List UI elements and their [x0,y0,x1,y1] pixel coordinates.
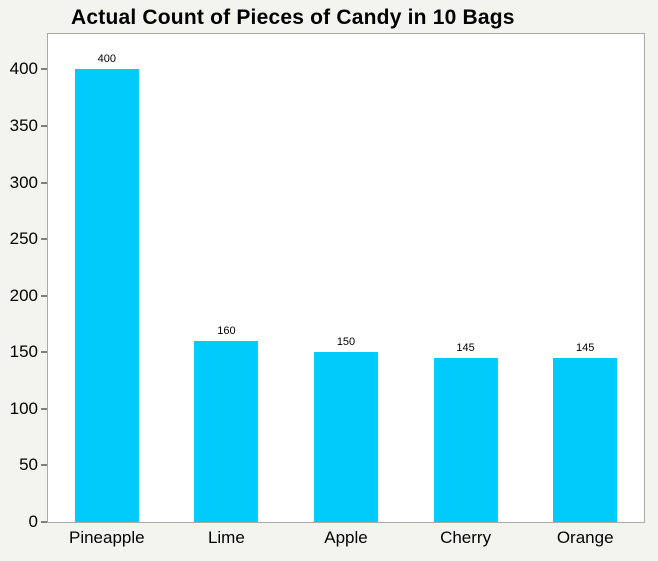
y-tick-label: 0 [28,512,38,531]
bar-orange [553,357,618,522]
x-tick-label-lime: Lime [207,528,245,547]
y-tick-mark [41,464,47,467]
bar-value-label: 145 [456,341,475,354]
y-tick-label: 200 [9,285,38,305]
y-tick-label: 150 [9,342,38,362]
bar-lime [194,340,259,522]
chart-title: Actual Count of Pieces of Candy in 10 Ba… [71,6,515,29]
x-tick-label-orange: Orange [556,528,614,547]
bar-value-label: 160 [217,324,236,337]
y-tick-mark [41,351,47,354]
bar-value-label: 400 [97,53,116,66]
x-tick-label-pineapple: Pineapple [68,528,145,547]
y-tick-label: 350 [9,115,38,135]
y-tick-label: 50 [19,455,38,475]
y-tick-mark [41,181,47,184]
y-tick-mark [41,238,47,241]
y-tick-mark [41,521,47,523]
bar-value-label: 150 [336,336,356,349]
y-tick-label: 100 [9,398,38,418]
y-tick-label: 300 [9,172,38,192]
bar-cherry [433,357,498,522]
x-tick-label-cherry: Cherry [440,528,492,547]
y-tick-mark [41,294,47,297]
y-tick-mark [41,68,47,71]
y-tick-mark [41,124,47,127]
bar-apple [314,352,378,522]
bar-pineapple [74,69,139,522]
y-tick-label: 250 [9,229,38,249]
y-tick-mark [41,407,47,410]
bar-value-label: 145 [576,341,595,354]
y-tick-label: 400 [9,59,38,79]
x-tick-label-apple: Apple [324,528,368,547]
